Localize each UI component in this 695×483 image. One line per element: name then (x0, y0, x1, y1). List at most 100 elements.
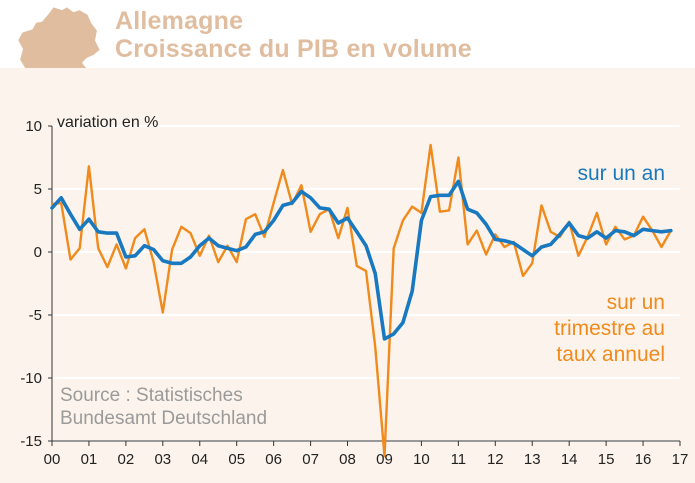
data-point-trimestre (614, 226, 617, 228)
data-point-trimestre (402, 219, 404, 222)
tick-marks (48, 125, 681, 446)
x-tick-label: 06 (265, 451, 282, 468)
data-point-trimestre (577, 255, 580, 257)
data-point-trimestre (430, 144, 432, 146)
data-point-sur-un-an (624, 231, 626, 233)
data-point-sur-un-an (319, 207, 321, 209)
data-point-sur-un-an (97, 231, 99, 233)
source-line2: Bundesamt Deutschland (60, 408, 267, 429)
data-point-sur-un-an (199, 245, 201, 247)
x-tick-label: 07 (302, 451, 319, 468)
data-point-sur-un-an (282, 204, 284, 206)
data-point-trimestre (245, 218, 247, 220)
data-point-sur-un-an (393, 333, 395, 335)
data-point-trimestre (199, 255, 201, 257)
data-point-sur-un-an (180, 262, 182, 264)
data-point-sur-un-an (134, 255, 136, 257)
data-point-trimestre (97, 247, 99, 249)
x-tick-label: 03 (154, 451, 171, 468)
data-point-trimestre (660, 246, 663, 248)
data-point-sur-un-an (402, 322, 404, 324)
y-tick-label: -15 (20, 433, 42, 450)
data-point-sur-un-an (69, 213, 72, 215)
data-point-trimestre (550, 231, 552, 233)
data-point-trimestre (624, 238, 626, 240)
data-point-sur-un-an (356, 231, 358, 233)
data-point-trimestre (69, 259, 72, 261)
data-point-sur-un-an (291, 202, 293, 204)
data-point-trimestre (236, 261, 238, 263)
data-point-sur-un-an (226, 247, 229, 249)
data-point-trimestre (346, 207, 349, 209)
data-point-sur-un-an (660, 231, 663, 233)
data-point-trimestre (439, 211, 441, 213)
data-point-trimestre (116, 243, 118, 245)
chart-header: Allemagne Croissance du PIB en volume (0, 0, 695, 102)
source-line1: Source : Statistisches (60, 385, 243, 406)
data-point-sur-un-an (263, 231, 265, 233)
data-point-sur-un-an (513, 242, 515, 244)
x-tick-label: 02 (118, 451, 135, 468)
x-tick-label: 16 (635, 451, 652, 468)
data-point-sur-un-an (171, 262, 173, 264)
data-point-trimestre (420, 212, 422, 214)
data-point-sur-un-an (596, 231, 598, 233)
x-tick-label: 17 (672, 451, 689, 468)
data-point-sur-un-an (587, 237, 589, 239)
y-tick-label: 10 (25, 118, 42, 135)
y-tick-label: 0 (34, 244, 42, 261)
data-point-trimestre (374, 345, 376, 348)
data-point-sur-un-an (189, 256, 192, 258)
data-point-sur-un-an (439, 194, 441, 196)
data-point-trimestre (189, 232, 192, 234)
data-point-sur-un-an (651, 230, 653, 232)
annotation-trimestre-line2: trimestre au (554, 317, 665, 340)
x-tick-label: 12 (487, 451, 504, 468)
data-point-sur-un-an (245, 246, 247, 248)
data-point-trimestre (448, 209, 450, 211)
data-point-sur-un-an (494, 238, 496, 240)
data-point-trimestre (503, 246, 506, 248)
data-point-sur-un-an (125, 256, 127, 258)
x-tick-label: 14 (561, 451, 578, 468)
x-tick-label: 13 (524, 451, 541, 468)
data-point-trimestre (467, 243, 469, 245)
data-point-sur-un-an (503, 240, 506, 242)
data-point-trimestre (79, 247, 81, 249)
y-tick-label: 5 (34, 181, 42, 198)
data-point-trimestre (540, 204, 543, 206)
data-point-sur-un-an (153, 248, 155, 251)
x-tick-label: 01 (81, 451, 98, 468)
data-point-sur-un-an (559, 233, 561, 235)
y-axis-title: variation en % (57, 114, 158, 131)
y-tick-label: -10 (20, 370, 42, 387)
data-point-trimestre (226, 245, 229, 247)
data-point-trimestre (476, 230, 478, 232)
data-point-sur-un-an (614, 230, 617, 232)
data-point-trimestre (356, 265, 358, 267)
data-point-trimestre (531, 262, 533, 264)
data-point-sur-un-an (550, 243, 552, 245)
data-point-sur-un-an (273, 219, 275, 222)
data-point-sur-un-an (254, 233, 256, 235)
data-point-sur-un-an (51, 207, 53, 209)
data-point-trimestre (522, 275, 524, 277)
data-point-sur-un-an (577, 235, 580, 237)
data-point-trimestre (319, 213, 321, 215)
annotation-sur-un-an: sur un an (577, 162, 665, 185)
data-point-trimestre (134, 237, 136, 239)
data-point-sur-un-an (310, 197, 312, 199)
chart-title-line1: Allemagne (115, 7, 244, 35)
data-point-trimestre (263, 236, 265, 238)
data-point-sur-un-an (457, 180, 459, 182)
x-tick-label: 05 (228, 451, 245, 468)
data-point-trimestre (162, 311, 164, 314)
chart-panel: 10 5 0 -5 -10 -15 00 01 02 03 04 05 06 07 08 09 10 11 12 13… (0, 68, 695, 483)
data-point-sur-un-an (670, 230, 672, 232)
x-tick-label: 15 (598, 451, 615, 468)
data-point-sur-un-an (328, 208, 330, 210)
data-point-trimestre (60, 202, 62, 204)
data-point-trimestre (642, 216, 644, 218)
